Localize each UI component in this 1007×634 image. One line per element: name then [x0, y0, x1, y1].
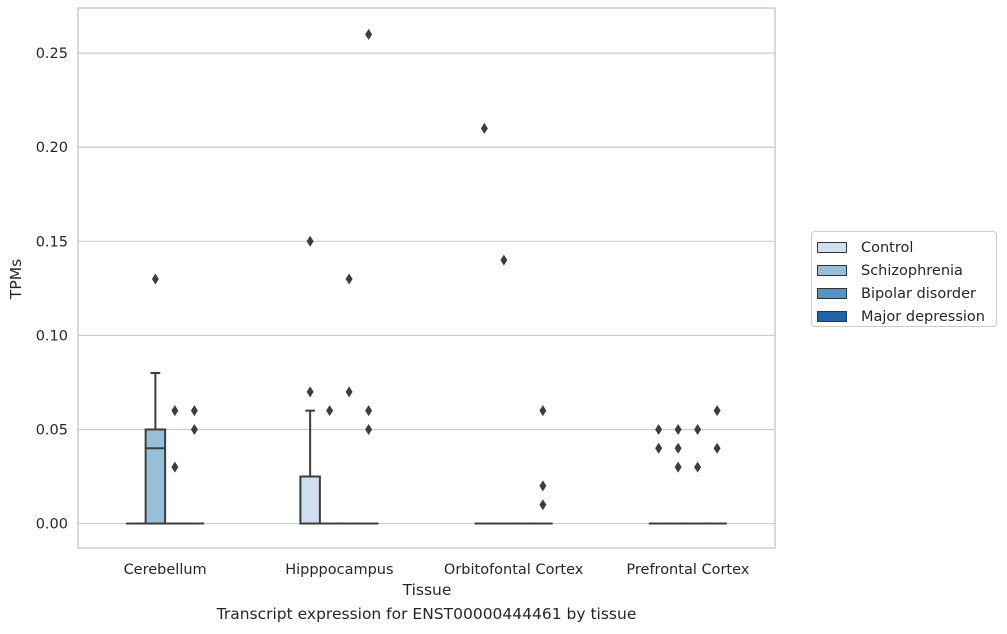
- plot-frame: [77, 7, 776, 549]
- box-schizophrenia: [144, 372, 167, 525]
- y-tick-label: 0.25: [36, 46, 68, 62]
- outlier-point: [365, 423, 373, 435]
- outlier-point: [190, 423, 198, 435]
- y-tick-labels: 0.00 0.05 0.10 0.15 0.20 0.25: [36, 46, 68, 532]
- outlier-point: [365, 28, 373, 40]
- y-tick-label: 0.15: [36, 234, 68, 250]
- legend-swatch: [817, 242, 847, 253]
- outlier-point: [171, 461, 179, 473]
- y-tick-label: 0.20: [36, 140, 68, 156]
- outlier-point: [171, 405, 179, 417]
- box-control: [299, 409, 321, 525]
- chart-caption: Transcript expression for ENST0000044446…: [216, 605, 637, 623]
- gridlines: [78, 52, 775, 525]
- legend-label: Major depression: [861, 308, 985, 325]
- x-tick-labels: Cerebellum Hipppocampus Orbitofontal Corte…: [124, 562, 750, 578]
- outlier-point: [674, 461, 682, 473]
- x-tick-label: Cerebellum: [124, 562, 207, 578]
- legend-item: Bipolar disorder: [817, 282, 996, 305]
- outlier-point: [500, 254, 508, 266]
- legend-item: Schizophrenia: [817, 259, 996, 282]
- y-tick-label: 0.05: [36, 422, 68, 438]
- outlier-point: [713, 442, 721, 454]
- x-tick-label: Orbitofontal Cortex: [444, 562, 584, 578]
- outlier-point: [190, 405, 198, 417]
- y-tick-label: 0.10: [36, 328, 68, 344]
- outlier-point: [365, 405, 373, 417]
- outlier-point: [539, 480, 547, 492]
- y-axis-label: TPMs: [7, 259, 25, 300]
- iqr-box: [299, 475, 321, 525]
- outlier-point: [674, 423, 682, 435]
- outlier-point: [694, 423, 702, 435]
- x-tick-label: Hipppocampus: [285, 562, 393, 578]
- y-tick-label: 0.00: [36, 517, 68, 533]
- outlier-point: [326, 405, 334, 417]
- outlier-point: [694, 461, 702, 473]
- iqr-box: [144, 428, 167, 525]
- outlier-points: [151, 28, 721, 511]
- outlier-point: [345, 386, 353, 398]
- outlier-point: [713, 405, 721, 417]
- x-tick-label: Prefrontal Cortex: [626, 562, 749, 578]
- legend-label: Bipolar disorder: [861, 285, 976, 302]
- x-axis-label: Tissue: [402, 581, 452, 599]
- legend-label: Control: [861, 239, 914, 256]
- legend-item: Control: [817, 236, 996, 259]
- legend: Control Schizophrenia Bipolar disorder Majo…: [811, 231, 997, 327]
- outlier-point: [151, 273, 159, 285]
- outlier-point: [345, 273, 353, 285]
- legend-swatch: [817, 265, 847, 276]
- outlier-point: [655, 442, 663, 454]
- outlier-point: [655, 423, 663, 435]
- legend-label: Schizophrenia: [861, 262, 963, 279]
- outlier-point: [306, 235, 314, 247]
- outlier-point: [539, 499, 547, 511]
- outlier-point: [480, 122, 488, 134]
- legend-swatch: [817, 311, 847, 322]
- outlier-point: [306, 386, 314, 398]
- legend-item: Major depression: [817, 305, 996, 328]
- outlier-point: [539, 405, 547, 417]
- legend-swatch: [817, 288, 847, 299]
- box-groups: [126, 372, 727, 525]
- outlier-point: [674, 442, 682, 454]
